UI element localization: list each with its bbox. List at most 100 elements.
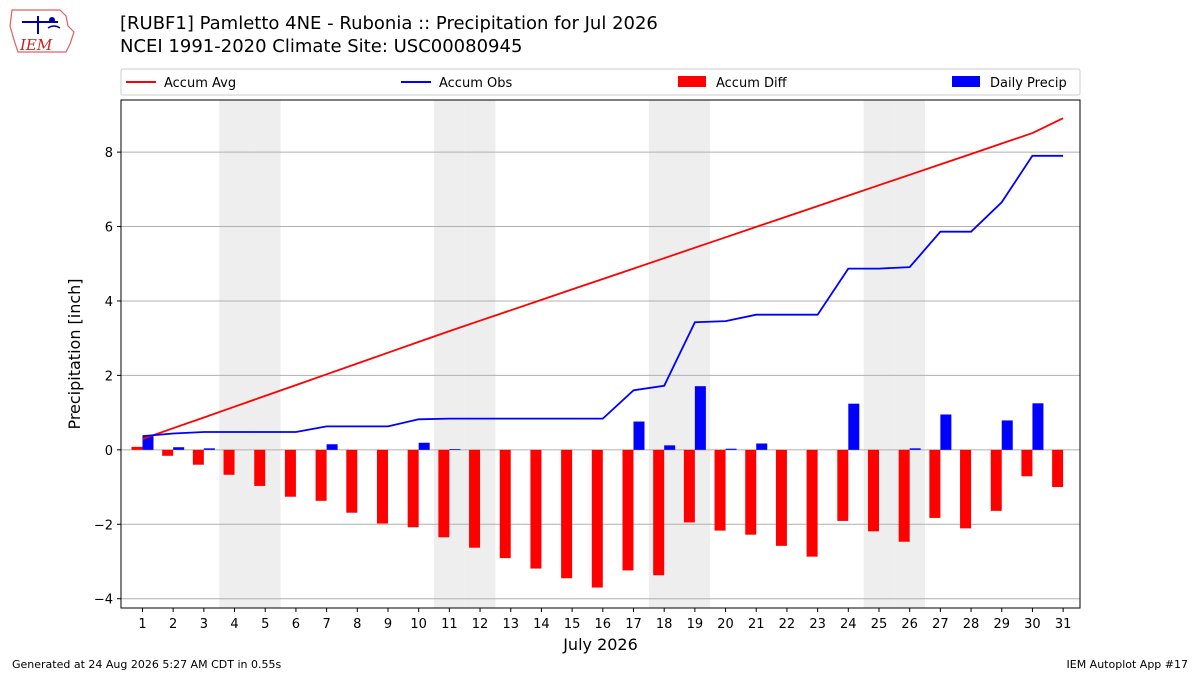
daily-bar (142, 436, 154, 450)
daily-bar (203, 448, 215, 450)
diff-bar (806, 449, 818, 557)
x-tick-label: 15 (564, 617, 581, 632)
diff-bar (315, 449, 327, 501)
x-tick-label: 13 (502, 617, 519, 632)
daily-bar (909, 448, 921, 450)
x-tick-label: 21 (748, 617, 765, 632)
diff-bar (561, 449, 573, 579)
diff-bar (499, 449, 511, 559)
legend-accum-obs-label: Accum Obs (439, 76, 512, 91)
title-line-1: [RUBF1] Pamletto 4NE - Rubonia :: Precip… (120, 13, 658, 34)
x-tick-label: 3 (200, 617, 208, 632)
diff-bar (683, 449, 695, 523)
plot-frame (120, 99, 1081, 609)
x-tick-label: 10 (410, 617, 427, 632)
x-tick-label: 7 (322, 617, 330, 632)
daily-bar (756, 443, 768, 450)
x-tick-label: 2 (169, 617, 177, 632)
accum-obs-line (142, 154, 1064, 437)
diff-bar (653, 449, 665, 576)
svg-text:IEM: IEM (19, 36, 53, 54)
x-tick-label: 31 (1055, 617, 1072, 632)
diff-bar (867, 449, 879, 532)
daily-bar (1032, 403, 1044, 450)
diff-bar (591, 449, 603, 588)
y-tick-label: 4 (105, 295, 113, 310)
y-tick-label: 6 (105, 221, 113, 236)
diff-bar (929, 449, 941, 518)
diff-bar (960, 449, 972, 529)
x-tick-label: 30 (1024, 617, 1041, 632)
diff-bar (376, 449, 388, 524)
legend-accum-avg: Accum Avg (126, 76, 236, 91)
diff-bar (622, 449, 634, 571)
x-tick-label: 25 (871, 617, 888, 632)
diff-bar (714, 449, 726, 531)
y-tick-label: −2 (94, 518, 113, 533)
x-tick-label: 4 (230, 617, 238, 632)
x-tick-label: 18 (656, 617, 673, 632)
daily-bar (664, 445, 676, 450)
diff-bar (438, 449, 450, 538)
diff-bar (1052, 449, 1064, 488)
x-tick-label: 26 (901, 617, 918, 632)
daily-bar (940, 414, 952, 450)
y-tick-label: 0 (105, 444, 113, 459)
diff-bar (775, 449, 787, 546)
diff-bar (990, 449, 1002, 511)
x-tick-label: 12 (472, 617, 489, 632)
x-tick-label: 23 (809, 617, 826, 632)
generated-note: Generated at 24 Aug 2026 5:27 AM CDT in … (12, 658, 282, 671)
x-tick-label: 5 (261, 617, 269, 632)
weekend-band (249, 100, 281, 608)
accum-avg-line (142, 117, 1064, 440)
legend-accum-diff-label: Accum Diff (716, 76, 788, 91)
daily-bar (633, 421, 645, 450)
x-tick-label: 6 (292, 617, 300, 632)
weekend-band (219, 100, 250, 608)
diff-bar (469, 449, 481, 548)
diff-bar (162, 449, 174, 456)
diff-bar (898, 449, 910, 542)
x-tick-label: 20 (717, 617, 734, 632)
daily-bar (449, 449, 461, 450)
x-tick-label: 8 (353, 617, 361, 632)
diff-bar (223, 449, 235, 475)
diff-bar (284, 449, 296, 497)
daily-bar (173, 447, 185, 450)
iem-logo: IEM (9, 9, 75, 54)
diff-bar (131, 446, 143, 450)
x-tick-label: 16 (595, 617, 612, 632)
title-line-2: NCEI 1991-2020 Climate Site: USC00080945 (120, 36, 523, 57)
diff-bar (254, 449, 266, 486)
x-axis-label: July 2026 (562, 635, 638, 654)
x-tick-label: 9 (384, 617, 392, 632)
x-tick-label: 17 (625, 617, 642, 632)
legend-accum-diff: Accum Diff (678, 76, 788, 91)
legend-accum-obs: Accum Obs (401, 76, 512, 91)
app-note: IEM Autoplot App #17 (1066, 658, 1189, 671)
diff-bar (837, 449, 849, 521)
diff-bar (346, 449, 358, 513)
x-tick-label: 24 (840, 617, 857, 632)
diff-bar (745, 449, 757, 535)
x-tick-label: 19 (687, 617, 704, 632)
y-tick-label: 8 (105, 146, 113, 161)
legend-daily-precip-swatch (952, 76, 980, 87)
x-tick-label: 1 (138, 617, 146, 632)
legend-daily-precip-label: Daily Precip (990, 76, 1067, 91)
x-tick-label: 14 (533, 617, 550, 632)
daily-bar (725, 448, 737, 450)
legend-accum-diff-swatch (678, 76, 706, 87)
legend-daily-precip: Daily Precip (952, 76, 1067, 91)
daily-bar (326, 444, 338, 450)
x-tick-label: 27 (932, 617, 949, 632)
diff-bar (530, 449, 542, 569)
x-tick-label: 22 (779, 617, 796, 632)
diff-bar (1021, 449, 1033, 477)
x-tick-label: 11 (441, 617, 458, 632)
x-tick-label: 29 (993, 617, 1010, 632)
weekend-band (863, 100, 895, 608)
legend (120, 68, 1081, 96)
